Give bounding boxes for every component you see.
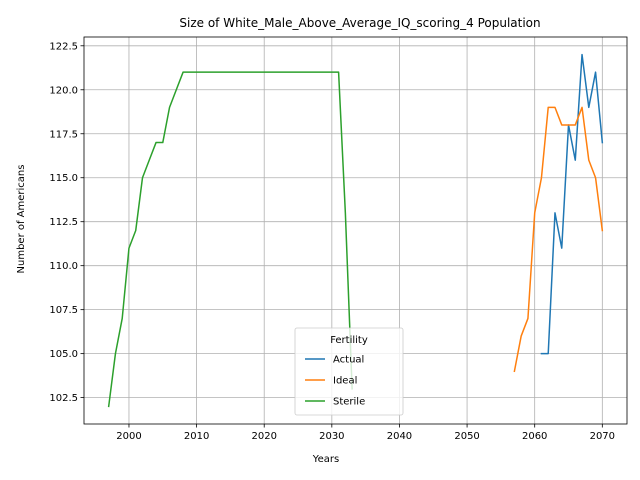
tick-layer: 2000 2010 2020 2030 2040 2050 2060 2070 102.5 105… (49, 41, 615, 442)
chart-title: Size of White_Male_Above_Average_IQ_scor… (179, 16, 540, 30)
x-axis-title: Years (312, 454, 339, 465)
y-tick-label: 122.5 (49, 41, 78, 52)
legend-title: Fertility (330, 335, 368, 346)
y-tick-label: 110.0 (49, 261, 78, 272)
plot-frame (83, 36, 628, 425)
legend-label-sterile: Sterile (333, 397, 365, 408)
y-tick-label: 112.5 (49, 217, 78, 228)
legend-box (294, 327, 404, 416)
legend-label-ideal: Ideal (333, 376, 357, 387)
series-line-ideal (513, 106, 604, 373)
y-axis-title: Number of Americans (16, 165, 27, 274)
series-layer (107, 53, 604, 408)
x-tick-label: 2050 (454, 431, 479, 442)
x-tick-label: 2040 (387, 431, 412, 442)
x-tick-label: 2060 (522, 431, 547, 442)
x-tick-label: 2030 (319, 431, 344, 442)
x-tick-label: 2020 (251, 431, 276, 442)
y-tick-label: 120.0 (49, 85, 78, 96)
x-tick-label: 2000 (116, 431, 141, 442)
series-line-actual (540, 53, 604, 355)
y-tick-label: 107.5 (49, 305, 78, 316)
y-tick-label: 117.5 (49, 129, 78, 140)
x-tick-label: 2010 (184, 431, 209, 442)
y-tick-label: 102.5 (49, 393, 78, 404)
legend: Fertility Actual Ideal Sterile (294, 327, 404, 416)
x-tick-label: 2070 (590, 431, 615, 442)
y-tick-label: 115.0 (49, 173, 78, 184)
legend-label-actual: Actual (333, 355, 364, 366)
series-line-sterile (107, 71, 353, 408)
y-tick-label: 105.0 (49, 349, 78, 360)
